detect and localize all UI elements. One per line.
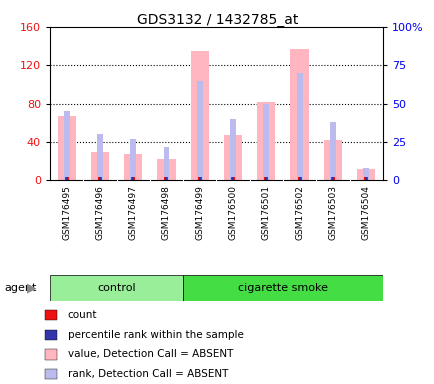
Text: rank, Detection Call = ABSENT: rank, Detection Call = ABSENT [67, 369, 227, 379]
Bar [230, 177, 234, 180]
Bar [165, 177, 167, 180]
Text: GSM176504: GSM176504 [361, 185, 370, 240]
Bar [164, 177, 168, 180]
Bar [132, 177, 134, 180]
Bar [362, 168, 368, 180]
Bar [91, 152, 109, 180]
Bar [124, 154, 142, 180]
Bar [298, 177, 300, 180]
Bar [198, 177, 201, 180]
Bar [196, 81, 202, 180]
Bar [296, 73, 302, 180]
Text: GSM176502: GSM176502 [294, 185, 303, 240]
Bar [256, 102, 275, 180]
Bar [331, 177, 333, 180]
Bar [63, 111, 69, 180]
Bar [323, 140, 341, 180]
FancyBboxPatch shape [183, 275, 382, 301]
Text: GSM176496: GSM176496 [95, 185, 104, 240]
Text: control: control [97, 283, 135, 293]
Bar [230, 119, 236, 180]
Bar [163, 147, 169, 180]
Text: ▶: ▶ [26, 281, 36, 295]
Bar [190, 51, 208, 180]
Text: value, Detection Call = ABSENT: value, Detection Call = ABSENT [67, 349, 232, 359]
Bar [45, 330, 57, 340]
FancyBboxPatch shape [50, 275, 183, 301]
Bar [263, 104, 269, 180]
Bar [329, 122, 335, 180]
Bar [99, 177, 101, 180]
Bar [45, 349, 57, 359]
Text: agent: agent [4, 283, 36, 293]
Text: cigarette smoke: cigarette smoke [237, 283, 327, 293]
Bar [45, 310, 57, 320]
Bar [157, 159, 175, 180]
Bar [98, 177, 102, 180]
Text: GSM176503: GSM176503 [328, 185, 337, 240]
Text: percentile rank within the sample: percentile rank within the sample [67, 330, 243, 340]
Text: GSM176498: GSM176498 [161, 185, 171, 240]
Bar [224, 136, 242, 180]
Text: GSM176501: GSM176501 [261, 185, 270, 240]
Bar [65, 177, 69, 180]
Bar [197, 177, 201, 180]
Text: GSM176500: GSM176500 [228, 185, 237, 240]
Text: count: count [67, 310, 97, 320]
Text: GSM176497: GSM176497 [128, 185, 138, 240]
Bar [66, 177, 68, 180]
Bar [57, 116, 76, 180]
Bar [290, 49, 308, 180]
Bar [97, 134, 103, 180]
Bar [231, 177, 233, 180]
Text: GDS3132 / 1432785_at: GDS3132 / 1432785_at [137, 13, 297, 27]
Bar [330, 177, 334, 180]
Text: GSM176499: GSM176499 [195, 185, 204, 240]
Bar [45, 369, 57, 379]
Text: GSM176495: GSM176495 [62, 185, 71, 240]
Bar [264, 177, 268, 180]
Bar [363, 177, 367, 180]
Bar [356, 169, 375, 180]
Bar [131, 177, 135, 180]
Bar [297, 177, 301, 180]
Bar [364, 177, 366, 180]
Bar [130, 139, 136, 180]
Bar [265, 177, 267, 180]
